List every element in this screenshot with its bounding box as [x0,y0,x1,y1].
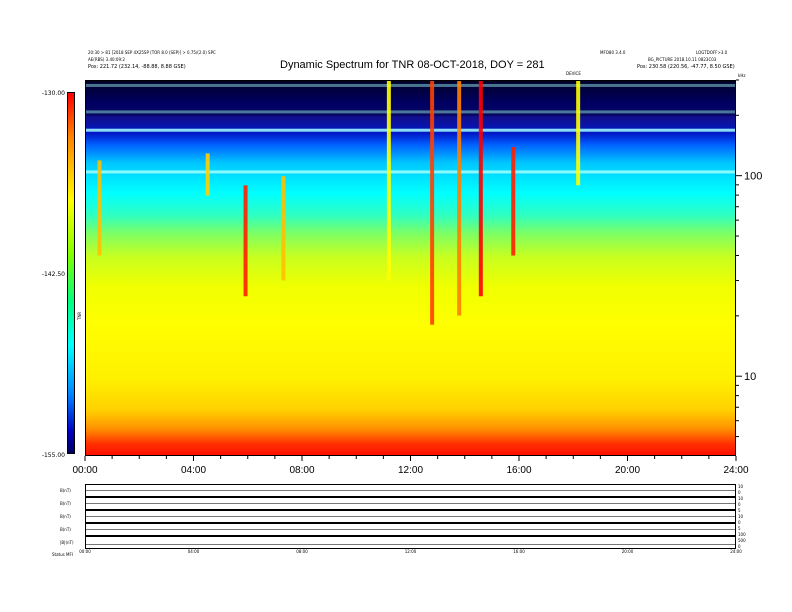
spectrogram-overlay [86,81,735,325]
colorbar-tick-label: -130.00 [42,90,65,97]
mag-panel [85,536,736,549]
mag-panel [85,484,736,497]
mag-trace [86,529,735,530]
kHz-tag: kHz [738,73,746,78]
chart-title: Dynamic Spectrum for TNR 08-OCT-2018, DO… [280,59,545,71]
bottom-x-tick-label: 04:00 [188,549,200,554]
header-left-position: Pos: 221.72 (232.14, -88.88, 8.88 GSE) [88,64,186,70]
mag-right-label: 500 [738,538,746,543]
mag-trace [86,516,735,517]
device-tag: DEVICE [566,71,581,76]
bottom-x-tick-label: 16:00 [513,549,525,554]
radio-burst [576,81,581,186]
x-tick-label: 24:00 [723,465,748,476]
colorbar-tick-label: -142.50 [42,271,65,278]
radio-burst [386,81,391,281]
mag-panel [85,523,736,536]
mag-trace [86,503,735,504]
y-tick-label: 10 [744,371,756,383]
mag-panel-label: B(nT) [60,527,71,532]
mag-right-label: 0 [738,544,741,549]
mag-panel-label: B(nT) [60,514,71,519]
mag-right-label: 5 [738,526,741,531]
mag-right-label: 0 [738,520,741,525]
mag-right-label: 0 [738,490,741,495]
bottom-x-tick-label: 00:00 [79,549,91,554]
header-right-position: Pos: 230.58 (220.56, -47.77, 8.50 GSE) [637,64,735,70]
mag-panel [85,497,736,510]
radio-burst [243,185,248,297]
mag-trace [86,544,735,545]
radio-burst [457,81,462,316]
header-right-line3: BG_PICTURE 2018.10.11 0823C03 [648,57,717,62]
y-tick-label: 100 [744,171,762,183]
header-left-line1: 20:30 > 81 [2018 SEP 4X25SP (TOR 8.0 (SE… [88,50,216,55]
header-right-line1: MFO80 3.4.0 [600,50,626,55]
x-tick-label: 16:00 [506,465,531,476]
interference-line [86,170,735,174]
mag-panel-label: B(nT) [60,488,71,493]
x-tick-label: 12:00 [398,465,423,476]
mag-right-label: 100 [738,532,746,537]
radio-burst [478,81,483,297]
colorbar [67,92,75,454]
header-right-line2: LOGTDOFF>3.0 [696,50,728,55]
x-tick-label: 20:00 [615,465,640,476]
dark-band [86,81,735,117]
radio-burst [97,160,102,256]
mag-trace [86,490,735,491]
header-left-line2: AE(RBS) 3.40:09:2 [88,57,125,62]
mag-right-label: 10 [738,496,744,501]
mag-right-label: 10 [738,514,744,519]
interference-line [86,128,735,132]
spectrogram [85,80,736,456]
interference-line [86,83,735,87]
mag-right-label: 0 [738,502,741,507]
mag-panel [85,510,736,523]
radio-burst [205,153,210,196]
radio-burst [281,176,286,281]
x-tick-label: 04:00 [181,465,206,476]
radio-burst [511,147,516,256]
mag-panel-label: |B|(nT) [60,540,74,545]
x-tick-label: 00:00 [72,465,97,476]
mag-panel-label: B(nT) [60,501,71,506]
footer-status-label: Status [52,552,65,557]
interference-line [86,110,735,114]
bottom-x-tick-label: 20:00 [622,549,634,554]
mag-right-label: 10 [738,484,744,489]
radio-burst [430,81,435,325]
bottom-x-tick-label: 08:00 [296,549,308,554]
bottom-x-tick-label: 24:00 [730,549,742,554]
footer-mfi-label: MFI [66,552,73,557]
colorbar-tick-label: -155.00 [42,452,65,459]
mag-right-label: 5 [738,508,741,513]
bottom-x-tick-label: 12:00 [405,549,417,554]
x-tick-label: 08:00 [289,465,314,476]
colorbar-unit: TNR [77,311,82,320]
